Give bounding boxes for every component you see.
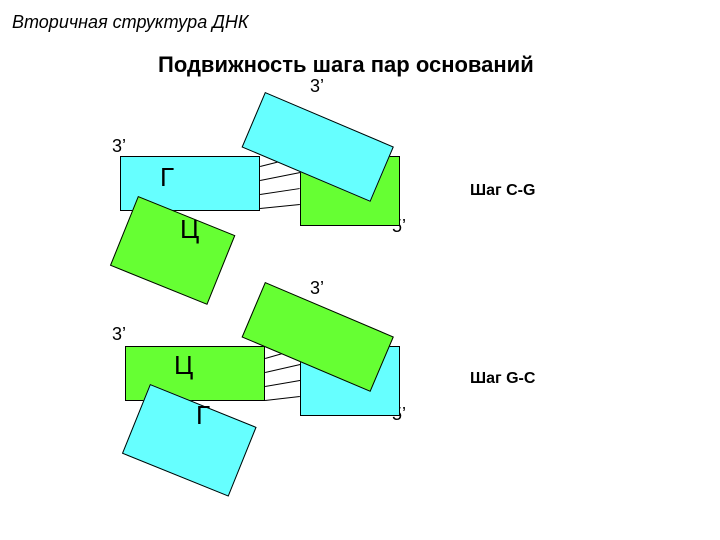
prime-3-top-left-1: 3’: [112, 136, 126, 157]
rect-cg-front-left: [110, 196, 235, 305]
prime-3-bot-left-1: 3’: [112, 324, 126, 345]
base-letter-g-2: Г: [196, 400, 210, 431]
base-letter-c-2: Ц: [174, 350, 193, 381]
diagram-stage: { "header": { "text": "Вторичная структу…: [0, 0, 720, 540]
base-letter-g-1: Г: [160, 162, 174, 193]
page-header: Вторичная структура ДНК: [12, 12, 249, 33]
hbond-gc-3: [265, 380, 300, 387]
prime-3-bot-right-1: 3’: [310, 278, 324, 299]
hbond-cg-2: [260, 172, 300, 181]
hbond-cg-4: [260, 204, 300, 209]
page-title: Подвижность шага пар оснований: [158, 52, 534, 78]
hbond-gc-4: [265, 396, 300, 401]
hbond-gc-2: [265, 364, 300, 373]
base-letter-c-1: Ц: [180, 214, 199, 245]
hbond-cg-3: [260, 188, 300, 195]
prime-3-top-right-1: 3’: [310, 76, 324, 97]
step-label-cg: Шаг C-G: [470, 182, 535, 200]
step-label-gc: Шаг G-C: [470, 370, 535, 388]
